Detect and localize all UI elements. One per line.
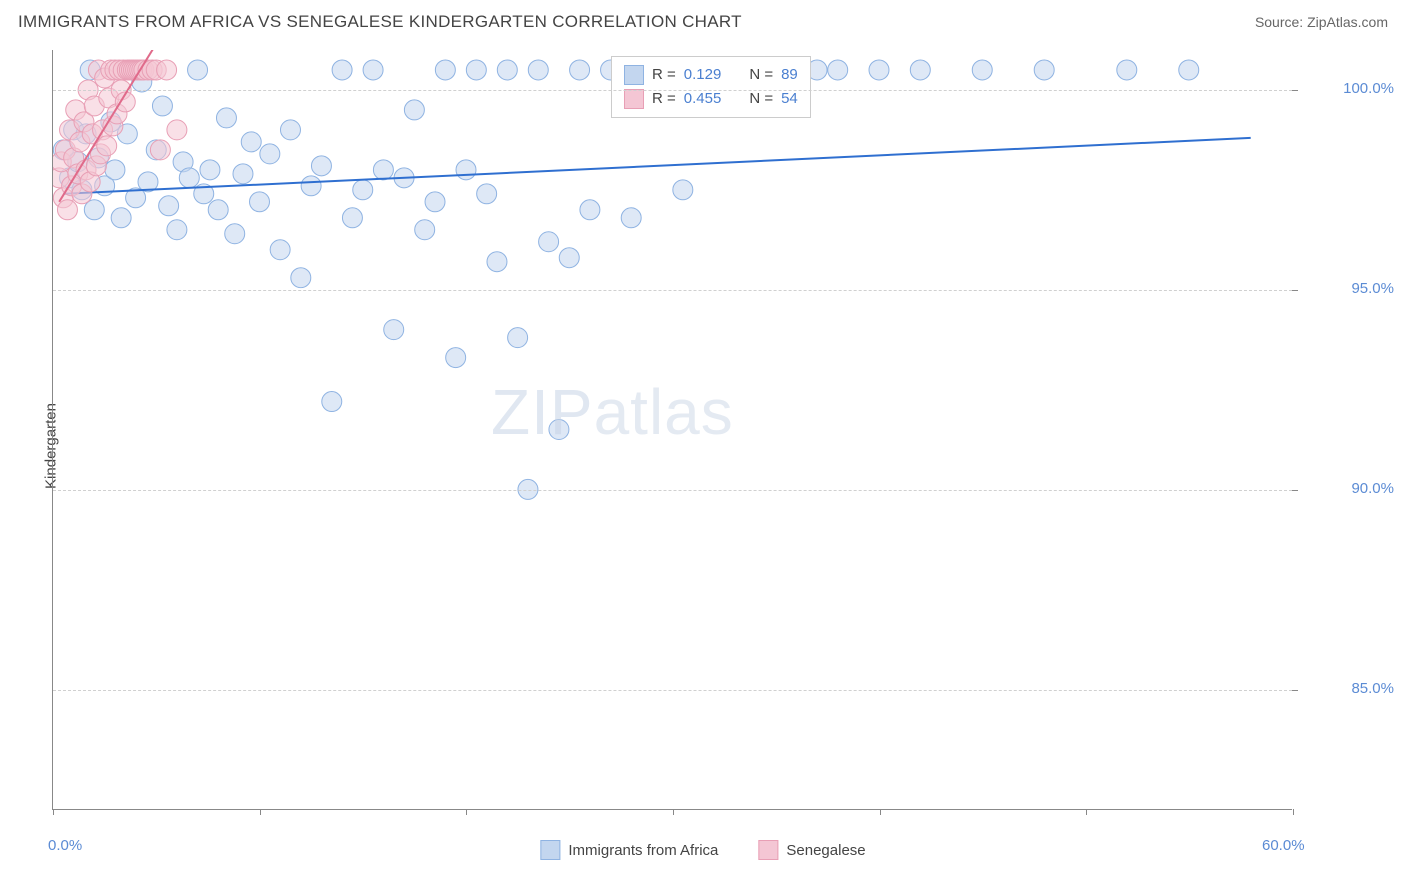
data-point xyxy=(1117,60,1137,80)
data-point xyxy=(435,60,455,80)
data-point xyxy=(384,320,404,340)
data-point xyxy=(97,136,117,156)
data-point xyxy=(342,208,362,228)
data-point xyxy=(869,60,889,80)
data-point xyxy=(828,60,848,80)
gridline-h xyxy=(53,90,1292,91)
data-point xyxy=(188,60,208,80)
gridline-h xyxy=(53,490,1292,491)
data-point xyxy=(280,120,300,140)
data-point xyxy=(404,100,424,120)
x-tick-mark xyxy=(1086,809,1087,815)
data-point xyxy=(508,328,528,348)
data-point xyxy=(466,60,486,80)
data-point xyxy=(415,220,435,240)
data-point xyxy=(225,224,245,244)
data-point xyxy=(528,60,548,80)
gridline-h xyxy=(53,290,1292,291)
legend-item-label: Immigrants from Africa xyxy=(568,842,718,859)
data-point xyxy=(580,200,600,220)
data-point xyxy=(477,184,497,204)
data-point xyxy=(972,60,992,80)
data-point xyxy=(157,60,177,80)
chart-title: IMMIGRANTS FROM AFRICA VS SENEGALESE KIN… xyxy=(18,12,742,32)
data-point xyxy=(111,208,131,228)
data-point xyxy=(150,140,170,160)
data-point xyxy=(373,160,393,180)
x-tick-mark xyxy=(673,809,674,815)
data-point xyxy=(216,108,236,128)
y-tick-mark xyxy=(1292,690,1298,691)
x-axis-max-label: 60.0% xyxy=(1262,837,1305,854)
y-tick-label: 95.0% xyxy=(1351,280,1394,297)
legend-item-label: Senegalese xyxy=(786,842,865,859)
chart-header: IMMIGRANTS FROM AFRICA VS SENEGALESE KIN… xyxy=(0,0,1406,40)
data-point xyxy=(260,144,280,164)
data-point xyxy=(167,120,187,140)
legend-row: R = 0.129 N = 89 xyxy=(624,63,798,87)
source-attribution: Source: ZipAtlas.com xyxy=(1255,14,1388,30)
y-tick-mark xyxy=(1292,90,1298,91)
y-tick-mark xyxy=(1292,490,1298,491)
y-tick-label: 90.0% xyxy=(1351,480,1394,497)
data-point xyxy=(301,176,321,196)
data-point xyxy=(322,392,342,412)
data-point xyxy=(152,96,172,116)
data-point xyxy=(570,60,590,80)
data-point xyxy=(497,60,517,80)
legend-swatch xyxy=(624,65,644,85)
data-point xyxy=(291,268,311,288)
data-point xyxy=(353,180,373,200)
data-point xyxy=(270,240,290,260)
data-point xyxy=(1179,60,1199,80)
data-point xyxy=(621,208,641,228)
x-tick-mark xyxy=(880,809,881,815)
x-tick-mark xyxy=(1293,809,1294,815)
chart-plot-area: ZIPatlas R = 0.129 N = 89 R = 0.455 N = … xyxy=(52,50,1292,810)
x-tick-mark xyxy=(260,809,261,815)
legend-swatch xyxy=(540,840,560,860)
data-point xyxy=(1034,60,1054,80)
gridline-h xyxy=(53,690,1292,691)
y-tick-label: 85.0% xyxy=(1351,680,1394,697)
data-point xyxy=(311,156,331,176)
series-legend: Immigrants from Africa Senegalese xyxy=(540,840,865,860)
legend-swatch xyxy=(624,89,644,109)
y-tick-mark xyxy=(1292,290,1298,291)
scatter-plot-svg xyxy=(53,50,1292,809)
data-point xyxy=(105,160,125,180)
data-point xyxy=(425,192,445,212)
legend-item: Immigrants from Africa xyxy=(540,840,718,860)
data-point xyxy=(159,196,179,216)
data-point xyxy=(233,164,253,184)
data-point xyxy=(57,200,77,220)
data-point xyxy=(241,132,261,152)
data-point xyxy=(559,248,579,268)
data-point xyxy=(456,160,476,180)
data-point xyxy=(446,348,466,368)
legend-swatch xyxy=(758,840,778,860)
legend-r-label: R = xyxy=(652,63,676,87)
data-point xyxy=(673,180,693,200)
legend-n-label: N = xyxy=(749,63,773,87)
legend-item: Senegalese xyxy=(758,840,865,860)
y-tick-label: 100.0% xyxy=(1343,80,1394,97)
x-tick-mark xyxy=(466,809,467,815)
data-point xyxy=(910,60,930,80)
data-point xyxy=(363,60,383,80)
data-point xyxy=(487,252,507,272)
x-tick-mark xyxy=(53,809,54,815)
data-point xyxy=(539,232,559,252)
x-axis-min-label: 0.0% xyxy=(48,837,82,854)
data-point xyxy=(179,168,199,188)
data-point xyxy=(250,192,270,212)
legend-n-value: 89 xyxy=(781,63,798,87)
data-point xyxy=(167,220,187,240)
correlation-legend: R = 0.129 N = 89 R = 0.455 N = 54 xyxy=(611,56,811,118)
legend-r-value: 0.129 xyxy=(684,63,722,87)
data-point xyxy=(200,160,220,180)
data-point xyxy=(208,200,228,220)
data-point xyxy=(549,420,569,440)
data-point xyxy=(332,60,352,80)
